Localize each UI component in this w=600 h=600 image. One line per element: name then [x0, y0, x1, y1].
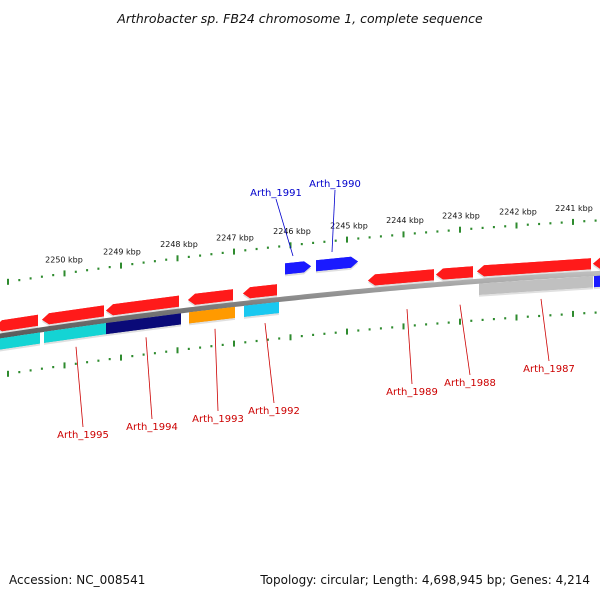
gene-label-arth-1989[interactable]: Arth_1989: [386, 387, 438, 398]
scale-label: 2247 kbp: [216, 233, 254, 242]
gene-features: [0, 256, 600, 352]
label-leader-lines: [75, 189, 550, 428]
gene-block: [0, 332, 40, 350]
gene-label-arth-1994[interactable]: Arth_1994: [126, 422, 178, 433]
gene-label-arth-1995[interactable]: Arth_1995: [57, 430, 109, 441]
chromosome-backbone: [0, 270, 600, 339]
gene-arrow: [368, 269, 434, 286]
scale-label: 2250 kbp: [45, 256, 83, 265]
leader-line: [331, 189, 336, 253]
leader-line: [214, 328, 219, 412]
gene-label-arth-1992[interactable]: Arth_1992: [248, 406, 300, 417]
gene-labels: Arth_1991 Arth_1990 Arth_1995 Arth_1994 …: [57, 179, 575, 441]
gene-label-arth-1990[interactable]: Arth_1990: [309, 179, 361, 190]
gene-block: [44, 323, 106, 343]
leader-line: [406, 309, 413, 385]
scale-labels: 2250 kbp 2249 kbp 2248 kbp 2247 kbp 2246…: [45, 204, 593, 265]
backbone-line: [0, 270, 600, 339]
gene-block: [244, 302, 279, 317]
scale-label: 2242 kbp: [499, 207, 537, 216]
leader-line: [75, 346, 84, 428]
scale-label: 2243 kbp: [442, 212, 480, 221]
forward-scale-ticks: [7, 218, 597, 285]
gene-arrow: [0, 314, 38, 332]
scale-label: 2241 kbp: [555, 204, 593, 213]
accession-text: Accession: NC_008541: [9, 573, 146, 587]
scale-label: 2246 kbp: [273, 227, 311, 236]
gene-label-arth-1993[interactable]: Arth_1993: [192, 414, 244, 425]
leader-line: [275, 198, 294, 257]
leader-line: [459, 304, 471, 376]
scale-label: 2244 kbp: [386, 216, 424, 225]
scale-label: 2248 kbp: [160, 240, 198, 249]
gene-arrow: [477, 258, 591, 277]
leader-line: [540, 298, 550, 362]
gene-arrow: [285, 261, 311, 275]
scale-label: 2245 kbp: [330, 221, 368, 230]
leader-line: [264, 323, 275, 404]
gene-label-arth-1988[interactable]: Arth_1988: [444, 378, 496, 389]
map-title: Arthrobacter sp. FB24 chromosome 1, comp…: [116, 11, 483, 26]
gene-arrow: [106, 295, 179, 316]
gene-block: [479, 276, 593, 295]
gene-block: [106, 313, 181, 335]
reverse-scale-ticks: [7, 310, 597, 377]
gene-arrow: [593, 257, 600, 269]
gene-arrow: [436, 266, 473, 280]
gene-label-arth-1991[interactable]: Arth_1991: [250, 188, 302, 199]
gene-arrow: [316, 256, 358, 272]
topology-text: Topology: circular; Length: 4,698,945 bp…: [260, 573, 590, 587]
gene-block: [189, 306, 235, 324]
gene-arrow: [42, 305, 104, 325]
gene-label-arth-1987[interactable]: Arth_1987: [523, 364, 575, 375]
scale-label: 2249 kbp: [103, 248, 141, 257]
gene-block: [594, 275, 600, 288]
leader-line: [145, 337, 153, 420]
gene-arrow: [188, 289, 233, 305]
gene-arrow: [243, 284, 277, 299]
